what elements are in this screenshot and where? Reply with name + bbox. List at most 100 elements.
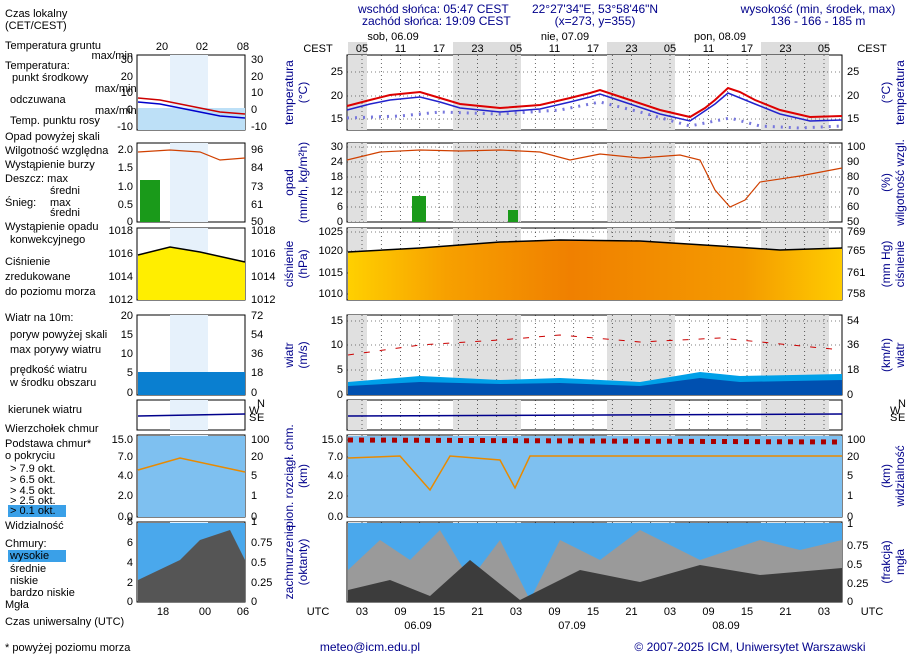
- hour: 03: [818, 606, 830, 618]
- y-tick-label: 25: [331, 66, 343, 78]
- y2-tick-label: 90: [847, 156, 859, 168]
- hour: 05: [356, 43, 368, 55]
- y2-tick-label: 0: [847, 511, 853, 523]
- axis-label: (°C): [296, 82, 310, 103]
- labels: 2520152520153020100-103020100-10temperat…: [5, 31, 907, 654]
- y2-tick-label: 100: [847, 141, 865, 153]
- night-band: [761, 143, 829, 222]
- zone: UTC: [307, 606, 330, 618]
- y-tick-label: 10: [331, 339, 343, 351]
- small-tick-label: 1012: [251, 294, 275, 306]
- small-tick-label: 36: [251, 348, 263, 360]
- legend-label: Mgła: [5, 599, 30, 611]
- legend-label: Śnieg:: [5, 196, 36, 209]
- small-tick-label: 10: [121, 348, 133, 360]
- axis-label: (mm/h, kg/m²h): [296, 142, 310, 223]
- local-zone: (CET/CEST): [5, 20, 67, 32]
- y-tick-label: 30: [331, 141, 343, 153]
- compass: S: [249, 412, 256, 424]
- email: meteo@icm.edu.pl: [320, 640, 420, 654]
- y2-tick-label: 15: [847, 113, 859, 125]
- small-tick-label: 96: [251, 144, 263, 156]
- axis-label: wilgotność wzgl.: [893, 139, 907, 227]
- compass: W: [249, 405, 260, 417]
- y2-tick-label: 50: [847, 216, 859, 228]
- night-band: [607, 143, 675, 222]
- hour: 11: [395, 43, 406, 55]
- y2-tick-label: 765: [847, 245, 865, 257]
- legend-label: średnie: [10, 563, 46, 575]
- sunset: zachód słońca: 19:09 CEST: [362, 14, 511, 28]
- legend-label: Temperatura:: [5, 60, 70, 72]
- grid-point: (x=273, y=355): [555, 14, 636, 28]
- hour: 21: [625, 606, 637, 618]
- y2-tick-label: 25: [847, 66, 859, 78]
- legend-label: niskie: [10, 575, 38, 587]
- small-hour: 08: [237, 41, 249, 53]
- legend-label: w środku obszaru: [9, 377, 96, 389]
- small-tick-label: 1012: [109, 294, 133, 306]
- small-tick-label: 2.0: [118, 144, 133, 156]
- legend-label: Wierzchołek chmur: [5, 423, 99, 435]
- small-tick-label: 0.25: [251, 577, 272, 589]
- hour: 23: [779, 43, 791, 55]
- plot-shapes: [137, 86, 843, 602]
- copyright: © 2007-2025 ICM, Uniwersytet Warszawski: [634, 640, 865, 654]
- y-tick-label: 15.0: [322, 434, 343, 446]
- zone: CEST: [857, 43, 887, 55]
- axis-label: temperatura: [893, 60, 907, 125]
- small-tick-label: 61: [251, 199, 263, 211]
- y2-tick-label: 0: [847, 596, 853, 608]
- small-tick-label: 0.5: [118, 199, 133, 211]
- small-tick-label: 0: [251, 387, 257, 399]
- night-band: [348, 400, 367, 430]
- coords: 22°27'34"E, 53°58'46"N: [532, 2, 658, 16]
- small-tick-label: 1.5: [118, 162, 133, 174]
- small-tick-label: 2.0: [118, 490, 133, 502]
- y-tick-label: 0: [337, 216, 343, 228]
- axis-label: ciśnienie: [893, 240, 907, 287]
- y-tick-label: 18: [331, 171, 343, 183]
- legend-label: max/min: [95, 83, 137, 95]
- legend-label: > 7.9 okt.: [10, 463, 56, 475]
- zone: CEST: [303, 43, 333, 55]
- small-tick-label: 18: [251, 367, 263, 379]
- small-tick-label: 0: [251, 104, 257, 116]
- small-hour: 02: [196, 41, 208, 53]
- y-tick-label: 0.0: [328, 511, 343, 523]
- small-tick-label: 54: [251, 329, 263, 341]
- day: 06.09: [404, 620, 432, 632]
- axis-label: (km/h): [879, 338, 893, 372]
- legend-label: max/min: [91, 50, 133, 62]
- legend-label: do poziomu morza: [5, 286, 96, 298]
- day: nie, 07.09: [541, 31, 589, 43]
- hour: 09: [394, 606, 406, 618]
- y-tick-label: 24: [331, 156, 343, 168]
- utc-label: Czas uniwersalny (UTC): [5, 616, 124, 628]
- legend-label: zredukowane: [5, 271, 70, 283]
- elevation: 136 - 166 - 185 m: [771, 14, 866, 28]
- hour: 03: [664, 606, 676, 618]
- hour: 11: [703, 43, 714, 55]
- y-tick-label: 12: [331, 186, 343, 198]
- legend-label: punkt środkowy: [12, 72, 89, 84]
- y2-tick-label: 1: [847, 518, 853, 530]
- y-tick-label: 7.0: [328, 451, 343, 463]
- hour: 05: [818, 43, 830, 55]
- y-tick-label: 6: [337, 201, 343, 213]
- day: 08.09: [712, 620, 740, 632]
- legend-label: max porywy wiatru: [10, 344, 101, 356]
- small-tick-label: 15.0: [112, 434, 133, 446]
- axis-label: wiatr: [893, 342, 907, 368]
- legend-label: > 4.5 okt.: [10, 485, 56, 497]
- legend-label: Temp. punktu rosy: [10, 115, 100, 127]
- small-tick-label: 4: [127, 557, 133, 569]
- hour: 15: [741, 606, 753, 618]
- y-tick-label: 5: [337, 364, 343, 376]
- local-time: Czas lokalny: [5, 8, 68, 20]
- night-band: [761, 42, 829, 56]
- hour: 17: [433, 43, 445, 55]
- legend-label: Deszcz: max: [5, 173, 68, 185]
- day: pon, 08.09: [694, 31, 746, 43]
